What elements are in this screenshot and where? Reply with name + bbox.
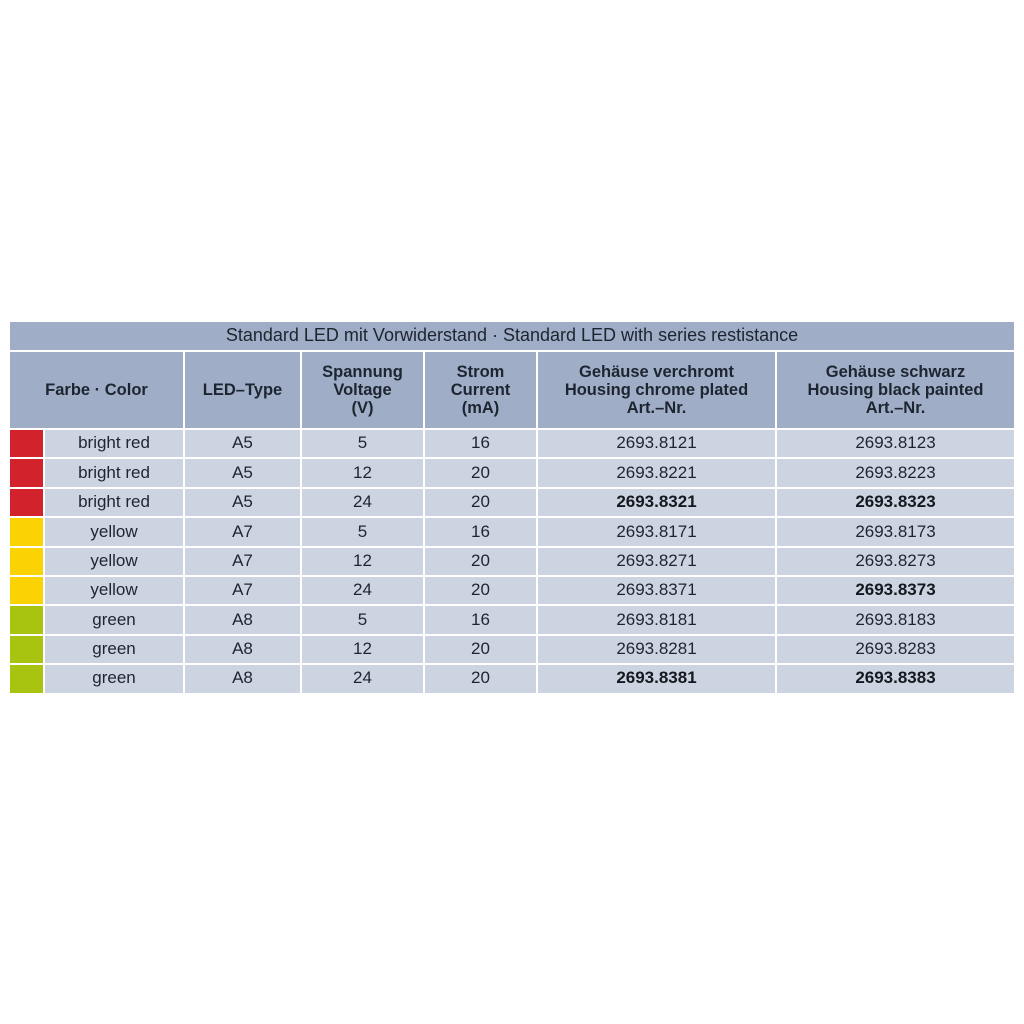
cell-current: 20 [425,576,536,605]
col-header-farbe-color: Farbe · Color [10,352,183,428]
led-table: Standard LED mit Vorwiderstand · Standar… [10,322,1014,693]
cell-current: 20 [425,635,536,664]
cell-chrome-artnr: 2693.8321 [538,488,775,517]
cell-black-artnr: 2693.8173 [777,518,1014,546]
cell-chrome-artnr: 2693.8181 [538,606,775,634]
cell-chrome-artnr: 2693.8271 [538,547,775,575]
col-header-voltage: Spannung Voltage (V) [302,352,423,428]
cell-led-type: A5 [185,488,300,517]
cell-current: 20 [425,459,536,487]
color-swatch [10,606,43,634]
cell-led-type: A5 [185,430,300,458]
cell-chrome-artnr: 2693.8371 [538,576,775,605]
cell-current: 20 [425,547,536,575]
cell-black-artnr: 2693.8283 [777,635,1014,664]
cell-voltage: 5 [302,518,423,546]
cell-led-type: A8 [185,635,300,664]
cell-color-name: bright red [45,488,183,517]
cell-led-type: A7 [185,576,300,605]
cell-voltage: 5 [302,430,423,458]
cell-black-artnr: 2693.8123 [777,430,1014,458]
cell-voltage: 5 [302,606,423,634]
color-swatch [10,635,43,664]
cell-chrome-artnr: 2693.8381 [538,665,775,693]
cell-chrome-artnr: 2693.8221 [538,459,775,487]
cell-black-artnr: 2693.8383 [777,665,1014,693]
cell-chrome-artnr: 2693.8121 [538,430,775,458]
cell-led-type: A8 [185,606,300,634]
cell-chrome-artnr: 2693.8171 [538,518,775,546]
cell-voltage: 12 [302,635,423,664]
cell-color-name: yellow [45,518,183,546]
color-swatch [10,459,43,487]
cell-led-type: A5 [185,459,300,487]
color-swatch [10,576,43,605]
cell-voltage: 24 [302,488,423,517]
cell-color-name: green [45,635,183,664]
cell-led-type: A7 [185,547,300,575]
cell-color-name: yellow [45,547,183,575]
col-header-chrome-artnr: Gehäuse verchromt Housing chrome plated … [538,352,775,428]
cell-current: 20 [425,665,536,693]
cell-color-name: bright red [45,459,183,487]
cell-current: 16 [425,430,536,458]
cell-led-type: A8 [185,665,300,693]
cell-black-artnr: 2693.8183 [777,606,1014,634]
cell-voltage: 24 [302,576,423,605]
cell-voltage: 24 [302,665,423,693]
cell-current: 16 [425,606,536,634]
cell-color-name: green [45,665,183,693]
cell-color-name: green [45,606,183,634]
cell-chrome-artnr: 2693.8281 [538,635,775,664]
col-header-black-artnr: Gehäuse schwarz Housing black painted Ar… [777,352,1014,428]
color-swatch [10,488,43,517]
cell-current: 20 [425,488,536,517]
col-header-led-type: LED–Type [185,352,300,428]
cell-voltage: 12 [302,459,423,487]
color-swatch [10,518,43,546]
col-header-current: Strom Current (mA) [425,352,536,428]
cell-black-artnr: 2693.8223 [777,459,1014,487]
cell-led-type: A7 [185,518,300,546]
color-swatch [10,547,43,575]
cell-voltage: 12 [302,547,423,575]
color-swatch [10,665,43,693]
color-swatch [10,430,43,458]
cell-black-artnr: 2693.8373 [777,576,1014,605]
led-spec-table: Standard LED mit Vorwiderstand · Standar… [10,322,1014,693]
cell-black-artnr: 2693.8273 [777,547,1014,575]
cell-black-artnr: 2693.8323 [777,488,1014,517]
cell-color-name: bright red [45,430,183,458]
cell-current: 16 [425,518,536,546]
cell-color-name: yellow [45,576,183,605]
table-title: Standard LED mit Vorwiderstand · Standar… [10,322,1014,350]
